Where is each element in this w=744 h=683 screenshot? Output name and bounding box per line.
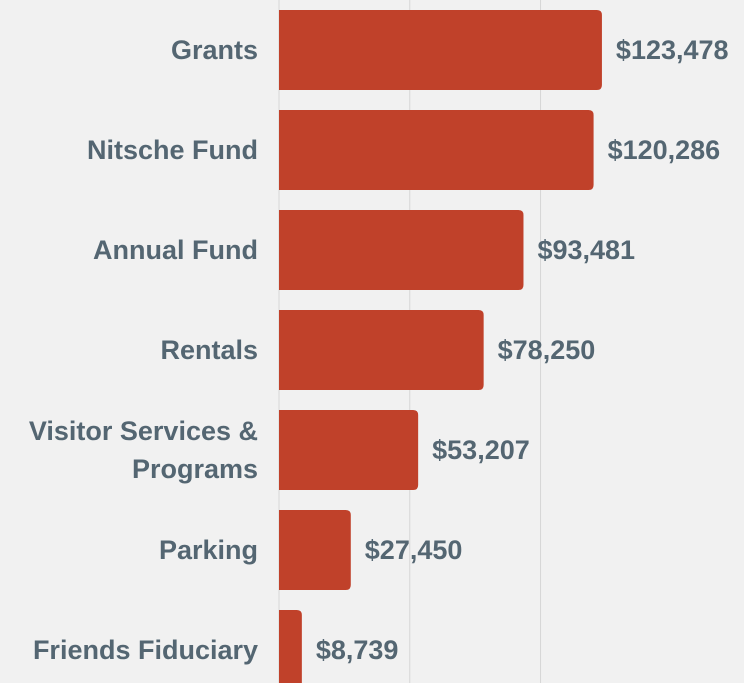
category-label: Visitor Services & Programs bbox=[28, 416, 258, 484]
value-label: $78,250 bbox=[497, 335, 596, 365]
bar bbox=[279, 610, 302, 683]
value-label: $27,450 bbox=[364, 535, 463, 565]
value-label: $8,739 bbox=[315, 635, 399, 665]
bar bbox=[279, 510, 351, 590]
value-label: $123,478 bbox=[615, 35, 729, 65]
bar bbox=[279, 10, 602, 90]
category-label: Friends Fiduciary bbox=[32, 635, 258, 665]
category-label: Rentals bbox=[160, 335, 258, 365]
value-label: $93,481 bbox=[537, 235, 636, 265]
value-label: $53,207 bbox=[432, 435, 530, 465]
bar bbox=[279, 210, 524, 290]
bar bbox=[279, 110, 594, 190]
category-label: Parking bbox=[158, 535, 258, 565]
bar bbox=[279, 310, 484, 390]
category-label: Annual Fund bbox=[93, 235, 258, 265]
bar bbox=[279, 410, 419, 490]
category-label: Grants bbox=[170, 35, 258, 65]
value-label: $120,286 bbox=[607, 135, 721, 165]
category-label: Nitsche Fund bbox=[86, 135, 258, 165]
